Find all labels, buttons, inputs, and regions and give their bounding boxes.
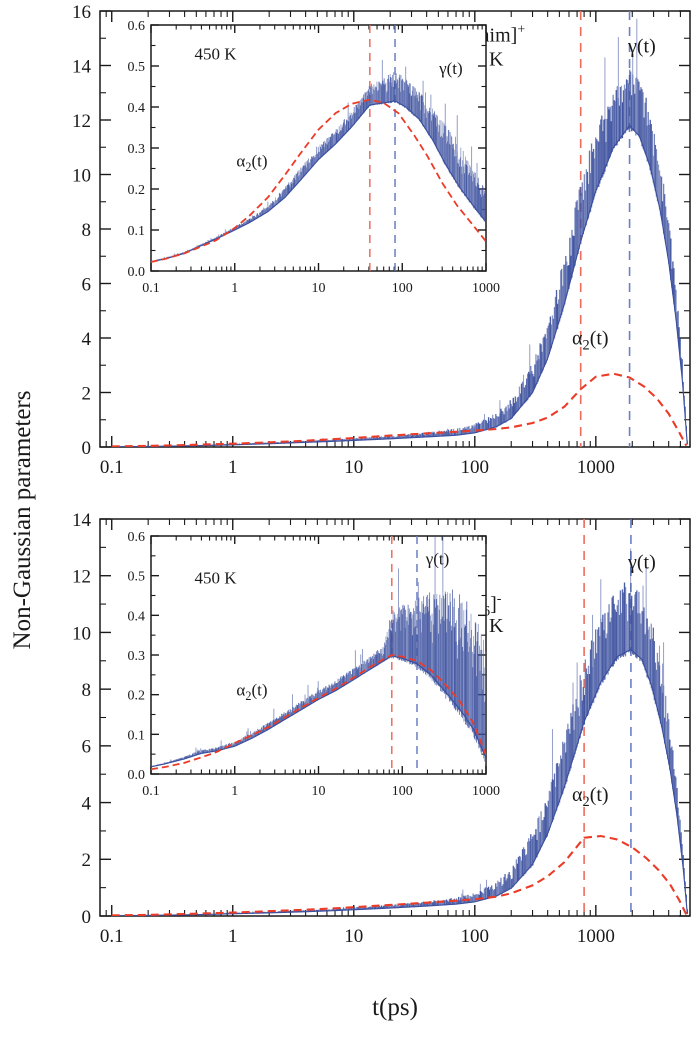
x-tick-label: 1000 [472,281,500,296]
y-axis-title: Non-Gaussian parameters [9,391,36,650]
y-tick-label: 6 [82,737,92,758]
y-tick-label: 2 [82,383,92,404]
alpha2-label: α2(t) [572,784,609,810]
top-main-data [111,11,688,447]
y-tick-label: 10 [72,623,91,644]
x-tick-label: 1000 [472,784,500,799]
bottom-inset-data [151,536,486,774]
y-tick-label: 14 [72,56,92,77]
y-tick-label: 14 [72,510,92,531]
gamma-label: γ(t) [627,552,656,574]
gamma-noise-band [151,59,486,262]
y-tick-label: 0 [82,438,92,459]
x-axis-title: t(ps) [372,994,418,1021]
gamma-label: γ(t) [627,35,656,57]
alpha2-curve [111,834,688,916]
x-tick-label: 1000 [577,926,615,947]
inset-alpha2-curve [151,98,486,263]
y-tick-label: 0 [82,907,92,928]
alpha2-curve [111,372,688,447]
x-tick-label: 100 [392,281,413,296]
y-tick-label: 0.0 [128,768,146,783]
x-tick-label: 100 [461,457,490,478]
y-tick-label: 0.6 [128,19,146,34]
gamma-curve [151,655,486,768]
y-tick-label: 12 [72,111,91,132]
x-tick-label: 1 [231,281,238,296]
x-tick-label: 1 [228,457,238,478]
y-tick-label: 0.1 [128,224,146,239]
y-tick-label: 0.3 [128,142,146,157]
gamma-curve [111,648,688,916]
y-tick-label: 4 [82,793,92,814]
y-tick-label: 0.4 [128,609,146,624]
x-tick-label: 1 [231,784,238,799]
inset-temperature-label: 450 K [195,44,238,63]
x-tick-label: 10 [312,281,326,296]
bottom-main-data [111,519,688,916]
gamma-noise-band [111,548,688,916]
inset-gamma-label: γ(t) [425,550,450,569]
x-tick-label: 0.1 [100,457,124,478]
x-tick-label: 100 [392,784,413,799]
x-tick-label: 1000 [577,457,615,478]
y-tick-label: 0.5 [128,570,146,585]
x-tick-label: 1 [228,926,238,947]
y-tick-label: 0.6 [128,530,146,545]
gamma-noise-band [151,536,486,767]
y-tick-label: 0.4 [128,101,146,116]
top-inset-data [151,25,486,271]
alpha2-label: α2(t) [572,328,609,354]
y-tick-label: 0.2 [128,183,146,198]
y-tick-label: 10 [72,165,91,186]
inset-alpha2-label: α2(t) [236,151,267,173]
y-tick-label: 8 [82,680,92,701]
x-tick-label: 0.1 [100,926,124,947]
x-tick-label: 0.1 [142,784,160,799]
inset-temperature-label: 450 K [195,569,238,588]
y-tick-label: 8 [82,220,92,241]
y-tick-label: 6 [82,274,92,295]
x-tick-label: 100 [461,926,490,947]
y-tick-label: 16 [72,2,91,23]
x-tick-label: 10 [344,457,363,478]
x-tick-label: 10 [344,926,363,947]
x-tick-label: 10 [312,784,326,799]
x-tick-label: 0.1 [142,281,160,296]
y-tick-label: 12 [72,567,91,588]
inset-gamma-label: γ(t) [438,59,463,78]
y-tick-label: 2 [82,850,92,871]
y-tick-label: 0.1 [128,728,146,743]
y-tick-label: 0.2 [128,689,146,704]
figure-axis-titles: Non-Gaussian parameters t(ps) [9,391,418,1021]
y-tick-label: 0.3 [128,649,146,664]
y-tick-label: 0.5 [128,60,146,75]
inset-alpha2-curve [151,654,486,771]
y-tick-label: 0.0 [128,265,146,280]
y-tick-label: 4 [82,329,92,350]
inset-alpha2-label: α2(t) [236,680,267,702]
